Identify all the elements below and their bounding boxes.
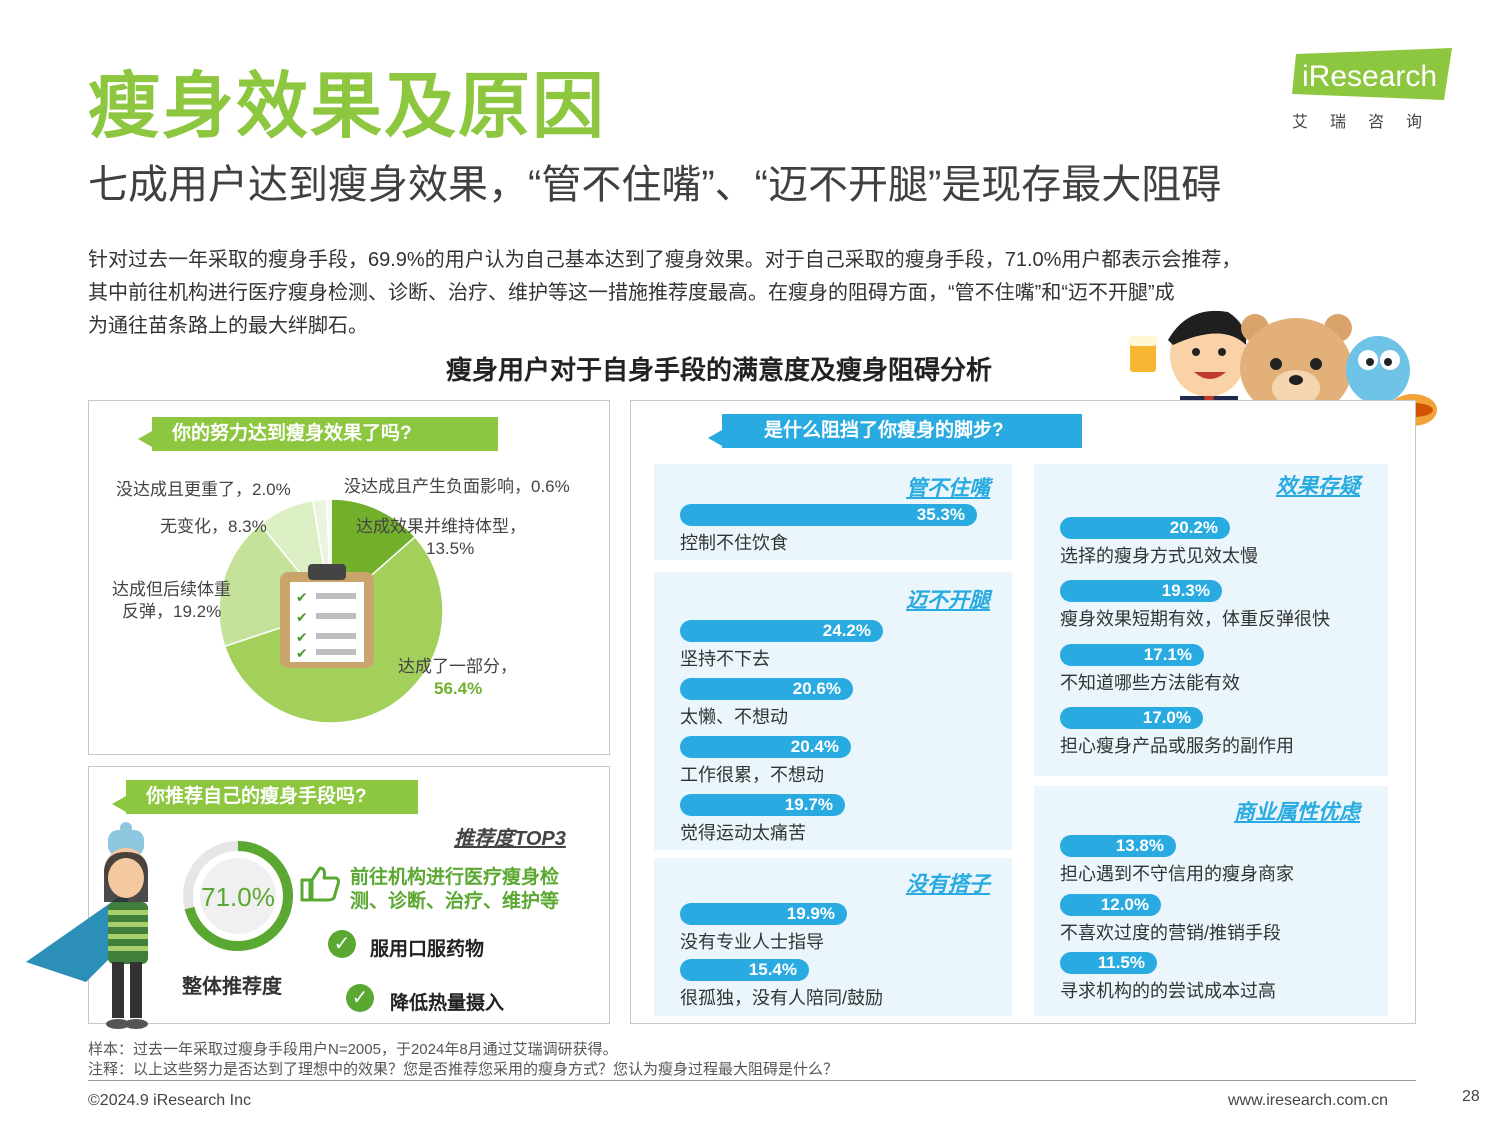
bar-label: 寻求机构的的尝试成本过高 bbox=[1060, 981, 1276, 1001]
question-note: 注释：以上这些努力是否达到了理想中的效果？您是否推荐您采用的瘦身方式？您认为瘦身… bbox=[88, 1061, 839, 1078]
bar: 11.5% bbox=[1060, 952, 1157, 974]
figure-title: 瘦身用户对于自身手段的满意度及瘦身阻碍分析 bbox=[446, 355, 993, 385]
pie-label-partial: 达成了一部分， bbox=[398, 657, 517, 676]
footer-divider bbox=[88, 1080, 1416, 1081]
bar: 17.1% bbox=[1060, 644, 1204, 666]
intro-paragraph: 针对过去一年采取的瘦身手段，69.9%的用户认为自己基本达到了瘦身效果。对于自己… bbox=[88, 244, 1418, 343]
page-number: 28 bbox=[1462, 1088, 1480, 1105]
bar: 35.3% bbox=[680, 504, 977, 526]
top3-item-1-line2: 测、诊断、治疗、维护等 bbox=[350, 891, 560, 912]
svg-text:✔: ✔ bbox=[296, 630, 308, 646]
tag-arrow bbox=[138, 431, 152, 447]
top3-item-3: 降低热量摄入 bbox=[390, 993, 505, 1014]
intro-line: 其中前往机构进行医疗瘦身检测、诊断、治疗、维护等这一措施推荐度最高。在瘦身的阻碍… bbox=[88, 282, 1175, 304]
bar-label: 瘦身效果短期有效，体重反弹很快 bbox=[1060, 609, 1330, 629]
pie-label-negative: 没达成且产生负面影响，0.6% bbox=[344, 477, 570, 496]
page-subtitle: 七成用户达到瘦身效果，“管不住嘴”、“迈不开腿”是现存最大阻碍 bbox=[88, 163, 1222, 207]
bar-label: 控制不住饮食 bbox=[680, 533, 788, 553]
thumbs-up-icon bbox=[300, 866, 340, 902]
bar-label: 很孤独，没有人陪同/鼓励 bbox=[680, 988, 883, 1008]
pie-label-nochange: 无变化，8.3% bbox=[160, 517, 267, 536]
bar: 24.2% bbox=[680, 620, 883, 642]
bar: 20.6% bbox=[680, 678, 853, 700]
iresearch-logo: iResearch bbox=[1292, 48, 1452, 100]
group-title: 管不住嘴 bbox=[906, 477, 990, 500]
pie-label-rebound: 达成但后续体重 bbox=[112, 580, 231, 599]
bar: 19.9% bbox=[680, 903, 847, 925]
bar: 20.4% bbox=[680, 736, 851, 758]
effect-question-tag: 你的努力达到瘦身效果了吗? bbox=[152, 417, 498, 451]
gauge-value: 71.0% bbox=[201, 882, 275, 912]
clipboard-icon: ✔ ✔ ✔ ✔ bbox=[280, 564, 374, 668]
copyright: ©2024.9 iResearch Inc bbox=[88, 1092, 251, 1109]
svg-text:✔: ✔ bbox=[296, 590, 308, 606]
bar-label: 坚持不下去 bbox=[680, 649, 770, 669]
bar-label: 不知道哪些方法能有效 bbox=[1060, 673, 1240, 693]
tag-arrow bbox=[112, 796, 126, 812]
sample-note: 样本：过去一年采取过瘦身手段用户N=2005，于2024年8月通过艾瑞调研获得。 bbox=[88, 1041, 618, 1058]
recommend-gauge: 71.0% bbox=[183, 841, 293, 951]
group-title: 迈不开腿 bbox=[906, 589, 990, 612]
bar: 19.3% bbox=[1060, 580, 1222, 602]
recommend-question-tag: 你推荐自己的瘦身手段吗? bbox=[126, 780, 418, 814]
logo-cn-text: 艾瑞咨询 bbox=[1292, 114, 1445, 131]
cartoon-girl-illustration bbox=[26, 822, 148, 1029]
tag-arrow bbox=[708, 430, 722, 446]
bar: 12.0% bbox=[1060, 894, 1161, 916]
barrier-question-tag: 是什么阻挡了你瘦身的脚步? bbox=[722, 414, 1082, 448]
pie-label-rebound-value: 反弹，19.2% bbox=[122, 602, 222, 621]
bar-label: 工作很累，不想动 bbox=[680, 765, 824, 785]
svg-text:✔: ✔ bbox=[296, 646, 308, 662]
bar-label: 担心瘦身产品或服务的副作用 bbox=[1060, 736, 1294, 756]
bar-label: 不喜欢过度的营销/推销手段 bbox=[1060, 923, 1281, 943]
top3-item-1-line1: 前往机构进行医疗瘦身检 bbox=[350, 867, 560, 888]
pie-label-maintain-value: 13.5% bbox=[426, 539, 475, 558]
cartoon-characters-illustration bbox=[1128, 310, 1437, 440]
pie-label-heavier: 没达成且更重了，2.0% bbox=[116, 480, 291, 499]
intro-line: 为通往苗条路上的最大绊脚石。 bbox=[88, 315, 368, 337]
bar-label: 觉得运动太痛苦 bbox=[680, 823, 806, 843]
bar-label: 太懒、不想动 bbox=[680, 707, 788, 727]
svg-text:✔: ✔ bbox=[296, 610, 308, 626]
bar-label: 担心遇到不守信用的瘦身商家 bbox=[1060, 864, 1294, 884]
bar: 19.7% bbox=[680, 794, 845, 816]
group-box bbox=[654, 858, 1012, 1016]
bar: 20.2% bbox=[1060, 517, 1230, 539]
footer-url[interactable]: www.iresearch.com.cn bbox=[1228, 1092, 1389, 1109]
pie-label-partial-value: 56.4% bbox=[434, 679, 483, 698]
bar-label: 没有专业人士指导 bbox=[680, 932, 824, 952]
top3-item-2: 服用口服药物 bbox=[370, 939, 485, 960]
logo-text: iResearch bbox=[1302, 60, 1437, 93]
check-icon: ✓ bbox=[346, 984, 374, 1012]
bar: 13.8% bbox=[1060, 835, 1176, 857]
check-icon: ✓ bbox=[328, 930, 356, 958]
intro-line: 针对过去一年采取的瘦身手段，69.9%的用户认为自己基本达到了瘦身效果。对于自己… bbox=[88, 249, 1242, 271]
group-title: 没有搭子 bbox=[906, 873, 990, 896]
bar-label: 选择的瘦身方式见效太慢 bbox=[1060, 546, 1258, 566]
bar: 15.4% bbox=[680, 959, 809, 981]
group-title: 效果存疑 bbox=[1276, 475, 1360, 498]
pie-label-maintain: 达成效果并维持体型， bbox=[356, 517, 526, 536]
page-title: 瘦身效果及原因 bbox=[88, 67, 607, 147]
top3-title: 推荐度TOP3 bbox=[454, 828, 566, 850]
gauge-label: 整体推荐度 bbox=[182, 976, 282, 998]
group-title: 商业属性优虑 bbox=[1234, 801, 1360, 824]
bar: 17.0% bbox=[1060, 707, 1203, 729]
